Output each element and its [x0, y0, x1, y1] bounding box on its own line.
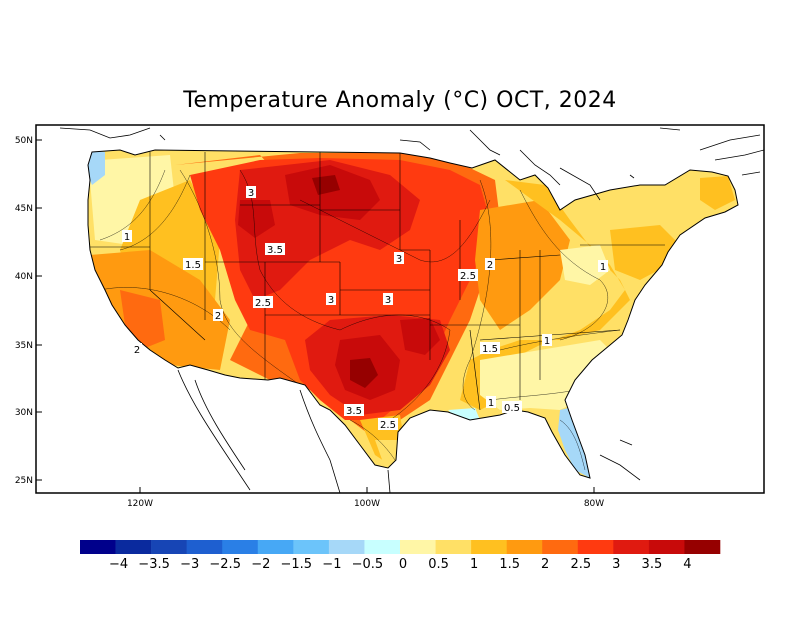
svg-text:3: 3	[385, 295, 391, 306]
legend-label: 3	[612, 557, 621, 572]
contour-label: 2	[485, 258, 495, 271]
lat-tick-label: 25N	[15, 476, 33, 486]
lon-axis: 120W 100W 80W	[127, 487, 604, 509]
svg-text:3: 3	[396, 254, 402, 265]
legend-label: −2.5	[209, 557, 241, 572]
contour-label: 3	[246, 186, 256, 199]
legend-swatch	[364, 540, 401, 554]
lat-axis: 50N 45N 40N 35N 30N 25N	[15, 136, 42, 486]
legend-swatch	[613, 540, 650, 554]
legend-swatch	[80, 540, 116, 554]
contour-label: 3	[383, 293, 393, 306]
svg-text:3: 3	[328, 295, 334, 306]
legend-swatch	[186, 540, 223, 554]
contour-label: 3	[394, 252, 404, 265]
state-borders	[88, 152, 665, 411]
lat-tick-label: 30N	[15, 408, 33, 418]
legend-label: −1	[322, 557, 342, 572]
svg-text:2.5: 2.5	[380, 420, 396, 431]
contour-label: 1	[122, 230, 132, 243]
legend-label: 1	[469, 557, 479, 572]
svg-text:1: 1	[488, 398, 494, 409]
legend-swatch	[400, 540, 436, 554]
legend-label: −3	[180, 557, 200, 572]
neighbor-coastlines	[59, 127, 764, 493]
svg-text:2: 2	[487, 260, 493, 271]
legend-swatch	[471, 540, 507, 554]
lat-tick-label: 35N	[15, 341, 33, 351]
map-frame	[35, 124, 765, 494]
contour-label: 1	[486, 396, 496, 409]
map-title: Temperature Anomaly (°C) OCT, 2024	[183, 88, 617, 113]
legend-label: 2	[541, 557, 550, 572]
contour-label: 2.5	[378, 418, 398, 431]
contour-label: 1.5	[480, 342, 500, 355]
legend-swatch	[328, 540, 365, 554]
lat-tick-label: 45N	[15, 204, 33, 214]
contour-label: 3	[326, 293, 336, 306]
legend-swatch	[151, 540, 187, 554]
lon-tick-label: 120W	[127, 499, 153, 509]
legend-swatch	[577, 540, 614, 554]
legend-label: −4	[109, 557, 129, 572]
contour-label: 1	[598, 260, 608, 273]
svg-text:1.5: 1.5	[185, 260, 201, 271]
contour-label: 2	[132, 343, 142, 356]
lon-tick-label: 80W	[584, 499, 604, 509]
svg-text:3: 3	[248, 188, 254, 199]
svg-text:0.5: 0.5	[504, 403, 520, 414]
legend-swatch	[684, 540, 721, 554]
svg-text:2: 2	[134, 345, 140, 356]
svg-text:3.5: 3.5	[346, 406, 362, 417]
contour-label: 2.5	[253, 296, 273, 309]
contour-labels: 3 3.5 1 1.5 2 2.5 3 3 3 2.5 2 1 2 1.5 1 …	[122, 186, 608, 431]
contour-label: 2	[213, 309, 223, 322]
legend-label: 1.5	[499, 557, 521, 572]
legend-swatch	[435, 540, 472, 554]
legend-swatch	[542, 540, 579, 554]
svg-text:2.5: 2.5	[255, 298, 271, 309]
legend-swatch	[222, 540, 259, 554]
legend-label: 3.5	[641, 557, 663, 572]
svg-text:2.5: 2.5	[460, 271, 476, 282]
legend-swatch	[648, 540, 685, 554]
legend-swatch	[293, 540, 330, 554]
legend-swatch	[257, 540, 294, 554]
svg-text:1: 1	[600, 262, 606, 273]
svg-text:2: 2	[215, 311, 221, 322]
legend-label: 0.5	[428, 557, 449, 572]
color-legend	[80, 540, 721, 554]
legend-label: 4	[683, 557, 692, 572]
lon-tick-label: 100W	[354, 499, 380, 509]
lat-tick-label: 40N	[15, 272, 33, 282]
contour-label: 1.5	[183, 258, 203, 271]
legend-label: −0.5	[351, 557, 384, 572]
legend-label: 2.5	[570, 557, 592, 572]
contour-label: 3.5	[344, 404, 364, 417]
legend-label: −3.5	[138, 557, 170, 572]
svg-text:1: 1	[544, 336, 550, 347]
legend-label: −2	[251, 557, 271, 572]
contour-label: 2.5	[458, 269, 478, 282]
contour-label: 1	[542, 334, 552, 347]
legend-label: −1.5	[280, 557, 313, 572]
legend-swatch	[115, 540, 152, 554]
svg-text:1.5: 1.5	[482, 344, 498, 355]
legend-label: 0	[398, 557, 408, 572]
lat-tick-label: 50N	[15, 136, 33, 146]
legend-swatch	[506, 540, 543, 554]
svg-text:3.5: 3.5	[267, 245, 283, 256]
contour-label: 3.5	[265, 243, 285, 256]
contour-label: 0.5	[502, 401, 522, 414]
svg-text:1: 1	[124, 232, 130, 243]
